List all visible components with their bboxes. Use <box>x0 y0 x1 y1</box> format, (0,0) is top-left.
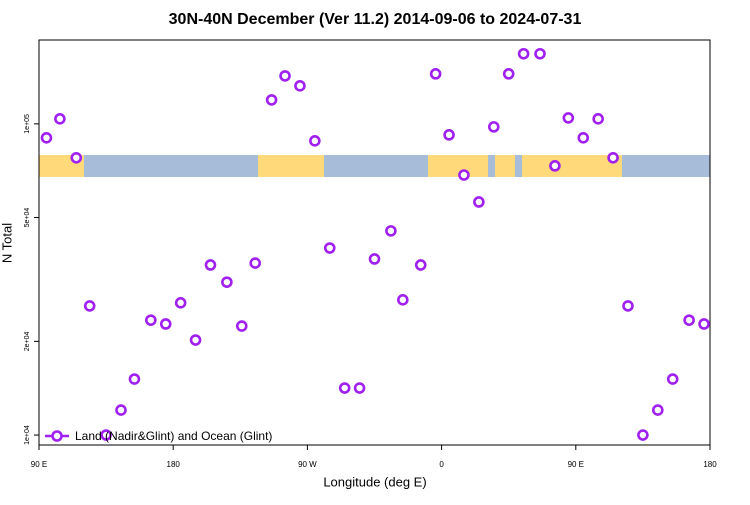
point <box>249 257 262 269</box>
point <box>221 276 233 288</box>
y-tick-label: 5e+04 <box>24 208 31 228</box>
legend-marker <box>51 430 63 442</box>
x-tick-label: 90 E <box>568 460 584 469</box>
point <box>666 373 679 385</box>
point <box>549 160 561 172</box>
point <box>534 47 546 60</box>
map-strip <box>39 155 710 177</box>
point <box>429 68 442 80</box>
chart-title: 30N-40N December (Ver 11.2) 2014-09-06 t… <box>169 11 582 28</box>
point <box>70 151 83 164</box>
y-tick-label: 1e+04 <box>24 425 31 445</box>
y-tick-label: 2e+04 <box>24 331 31 351</box>
point <box>622 300 634 312</box>
x-tick-label: 180 <box>167 460 181 469</box>
x-axis-label: Longitude (deg E) <box>323 474 426 489</box>
point <box>353 382 366 394</box>
point <box>145 314 157 326</box>
point <box>83 300 96 312</box>
x-tick-label: 90 E <box>31 460 47 469</box>
y-tick-label: 1e+05 <box>24 114 31 134</box>
point <box>652 404 664 416</box>
point <box>458 169 470 181</box>
point <box>443 129 455 141</box>
point <box>294 80 306 92</box>
point <box>309 135 321 147</box>
point <box>577 132 590 144</box>
point <box>368 253 381 265</box>
y-axis-label: N Total <box>0 223 14 263</box>
point <box>100 429 112 441</box>
point <box>517 47 530 60</box>
point <box>473 196 485 208</box>
point <box>323 242 336 254</box>
x-tick-label: 180 <box>703 460 717 469</box>
point <box>683 314 695 326</box>
legend-label: Land (Nadir&Glint) and Ocean (Glint) <box>75 429 272 443</box>
land <box>495 155 515 177</box>
point <box>698 318 710 330</box>
point <box>385 225 397 237</box>
x-tick-label: 90 W <box>298 460 317 469</box>
x-tick-label: 0 <box>439 460 444 469</box>
point <box>204 259 217 271</box>
land <box>522 155 622 177</box>
point <box>115 404 127 416</box>
point <box>159 318 172 330</box>
point <box>562 112 575 124</box>
point <box>279 70 291 82</box>
point <box>397 294 409 306</box>
point <box>592 113 604 125</box>
point <box>414 259 427 271</box>
point <box>607 151 619 164</box>
land <box>258 155 324 177</box>
point <box>637 429 649 441</box>
point <box>189 334 202 346</box>
point <box>40 132 53 144</box>
point <box>54 113 66 125</box>
point <box>502 68 515 80</box>
point <box>235 320 248 332</box>
point <box>338 382 351 394</box>
point <box>128 373 141 385</box>
point <box>265 94 278 106</box>
plot-frame <box>38 39 711 446</box>
point <box>174 297 187 309</box>
point <box>487 121 500 133</box>
land <box>428 155 488 177</box>
